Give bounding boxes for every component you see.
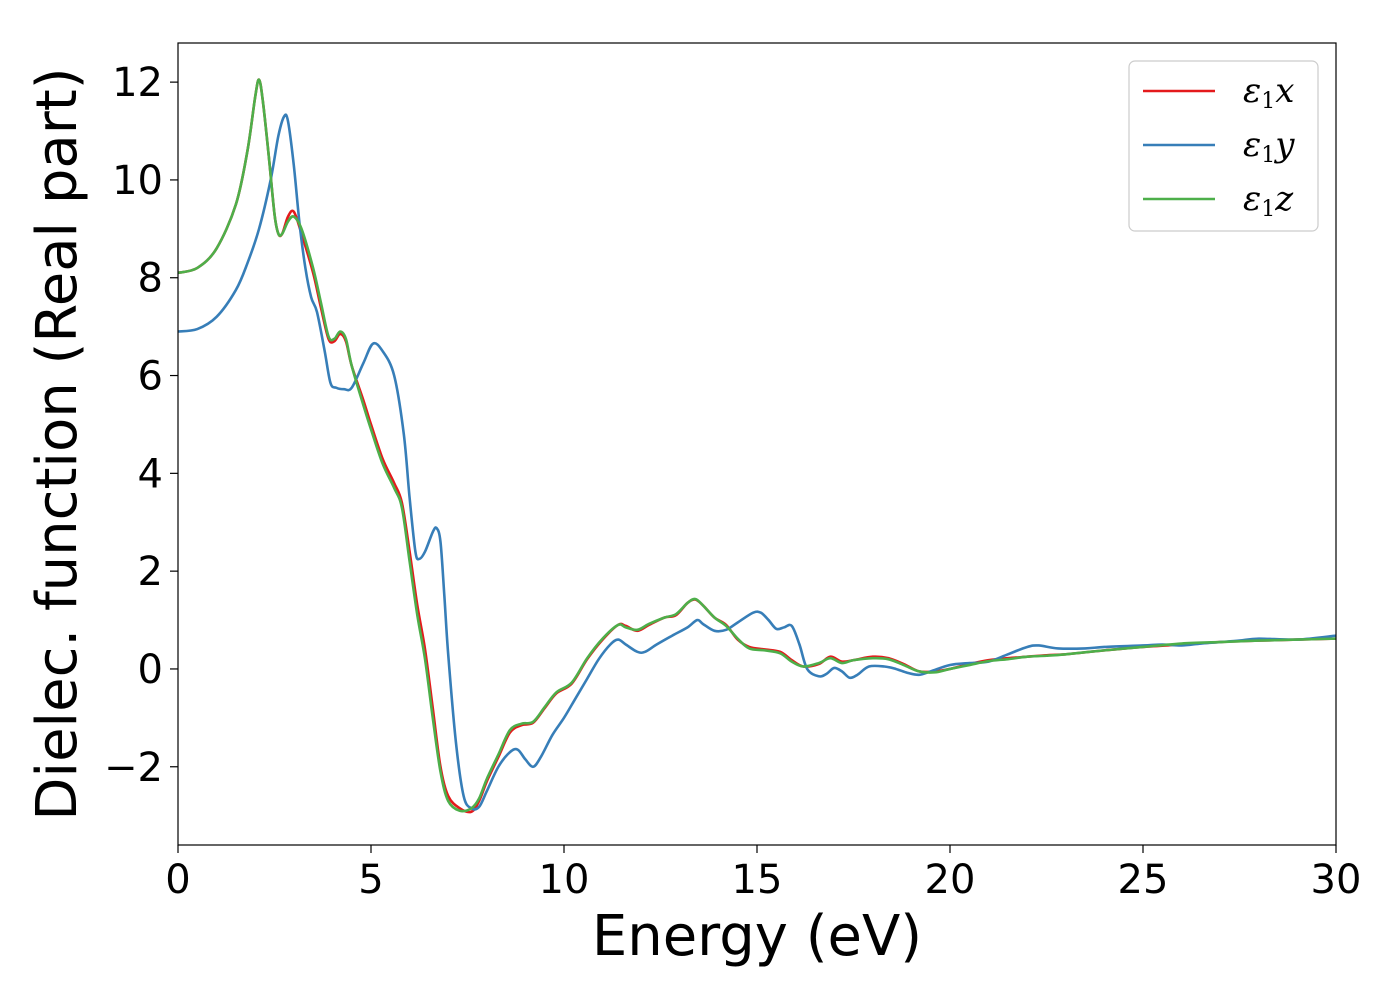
x-tick-label: 20 — [925, 857, 976, 903]
y-tick-label: −2 — [104, 745, 163, 791]
legend-label-y: ε1y — [1243, 125, 1295, 168]
y-tick-label: 10 — [112, 158, 163, 204]
legend-label-x: ε1x — [1243, 71, 1294, 114]
legend-label-z: ε1z — [1243, 179, 1294, 222]
y-tick-label: 8 — [138, 256, 163, 302]
y-tick-label: 12 — [112, 60, 163, 106]
x-axis: 0 5 10 15 20 25 30 — [165, 845, 1361, 903]
series-line-z — [178, 78, 1336, 813]
legend: ε1x ε1y ε1z — [1128, 60, 1319, 232]
series-line-y — [178, 113, 1336, 811]
x-tick-label: 0 — [165, 857, 190, 903]
y-tick-label: 0 — [138, 647, 163, 693]
x-tick-label: 30 — [1311, 857, 1362, 903]
y-tick-label: 4 — [138, 451, 163, 497]
y-axis-label: Dielec. function (Real part) — [25, 67, 90, 820]
x-tick-label: 5 — [358, 857, 383, 903]
x-tick-label: 15 — [732, 857, 783, 903]
y-tick-label: 2 — [138, 549, 163, 595]
series-layer — [178, 78, 1336, 814]
x-tick-label: 25 — [1118, 857, 1169, 903]
x-tick-label: 10 — [539, 857, 590, 903]
y-axis: −2 0 2 4 6 8 10 12 — [104, 60, 178, 791]
legend-box — [1128, 60, 1319, 232]
y-tick-label: 6 — [138, 354, 163, 400]
x-axis-label: Energy (eV) — [592, 904, 922, 969]
